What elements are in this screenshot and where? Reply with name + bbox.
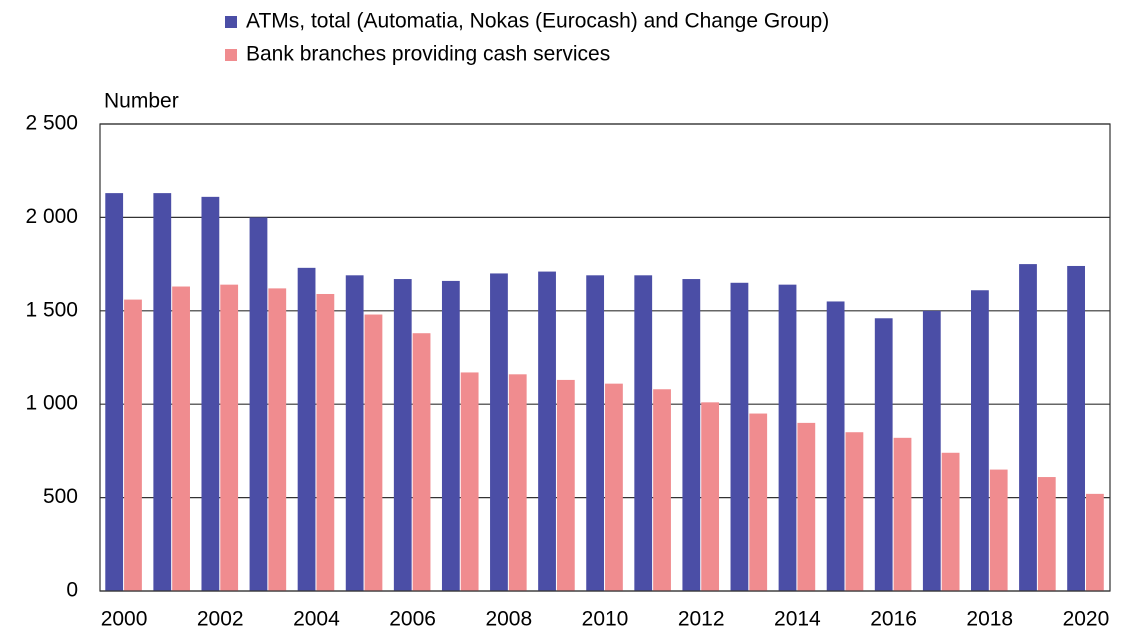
y-tick-label: 500: [43, 485, 78, 508]
bar: [538, 271, 556, 591]
bar: [124, 299, 142, 591]
bar: [1037, 477, 1056, 591]
bar: [172, 286, 190, 591]
x-tick-label: 2012: [678, 608, 725, 631]
bar: [1067, 265, 1085, 591]
bar: [268, 288, 287, 591]
bar: [682, 279, 701, 591]
bar: [730, 282, 749, 591]
bar: [1019, 264, 1037, 591]
bar: [1085, 493, 1104, 591]
y-tick-label: 1 500: [25, 298, 78, 321]
bar: [826, 301, 845, 591]
x-tick-label: 2014: [774, 608, 821, 631]
x-tick-label: 2004: [293, 608, 340, 631]
x-tick-label: 2006: [389, 608, 436, 631]
x-tick-label: 2020: [1063, 608, 1110, 631]
y-axis-label: Number: [104, 90, 179, 113]
bar: [249, 217, 268, 591]
bar: [412, 333, 431, 591]
bar: [922, 310, 941, 591]
y-tick-label: 2 000: [25, 205, 78, 228]
legend-label: Bank branches providing cash services: [246, 43, 610, 66]
bar: [778, 284, 797, 591]
bar: [297, 267, 316, 591]
x-tick-label: 2018: [966, 608, 1013, 631]
bar: [749, 413, 768, 591]
bar: [316, 293, 335, 591]
bar: [441, 280, 460, 591]
y-tick-label: 2 500: [25, 112, 78, 135]
bar: [893, 437, 912, 591]
bar: [874, 318, 893, 591]
bar: [653, 389, 671, 591]
x-tick-label: 2016: [870, 608, 917, 631]
bar: [490, 273, 508, 591]
bar: [586, 275, 605, 591]
x-tick-label: 2010: [582, 608, 629, 631]
bar: [393, 279, 412, 591]
legend-swatch: [225, 49, 237, 61]
x-tick-label: 2002: [197, 608, 244, 631]
legend-swatch: [225, 16, 237, 28]
bar: [201, 196, 220, 592]
bar: [556, 379, 575, 591]
y-tick-label: 1 000: [25, 392, 78, 415]
bar: [701, 402, 720, 591]
x-tick-label: 2000: [101, 608, 148, 631]
bar: [797, 422, 816, 591]
bar: [605, 383, 623, 591]
bar: [153, 193, 172, 591]
bar: [845, 432, 864, 591]
bar: [634, 275, 653, 591]
bar: [460, 372, 479, 591]
bar: [220, 284, 239, 591]
y-tick-label: 0: [66, 579, 78, 602]
plot-frame: [99, 123, 1111, 592]
bar: [989, 469, 1008, 591]
bar: [105, 193, 124, 591]
bar: [971, 290, 989, 591]
x-tick-label: 2008: [485, 608, 532, 631]
bar: [508, 374, 527, 591]
bar: [941, 452, 960, 591]
bar: [364, 314, 383, 591]
legend-label: ATMs, total (Automatia, Nokas (Eurocash)…: [246, 10, 829, 33]
bar: [345, 275, 364, 591]
